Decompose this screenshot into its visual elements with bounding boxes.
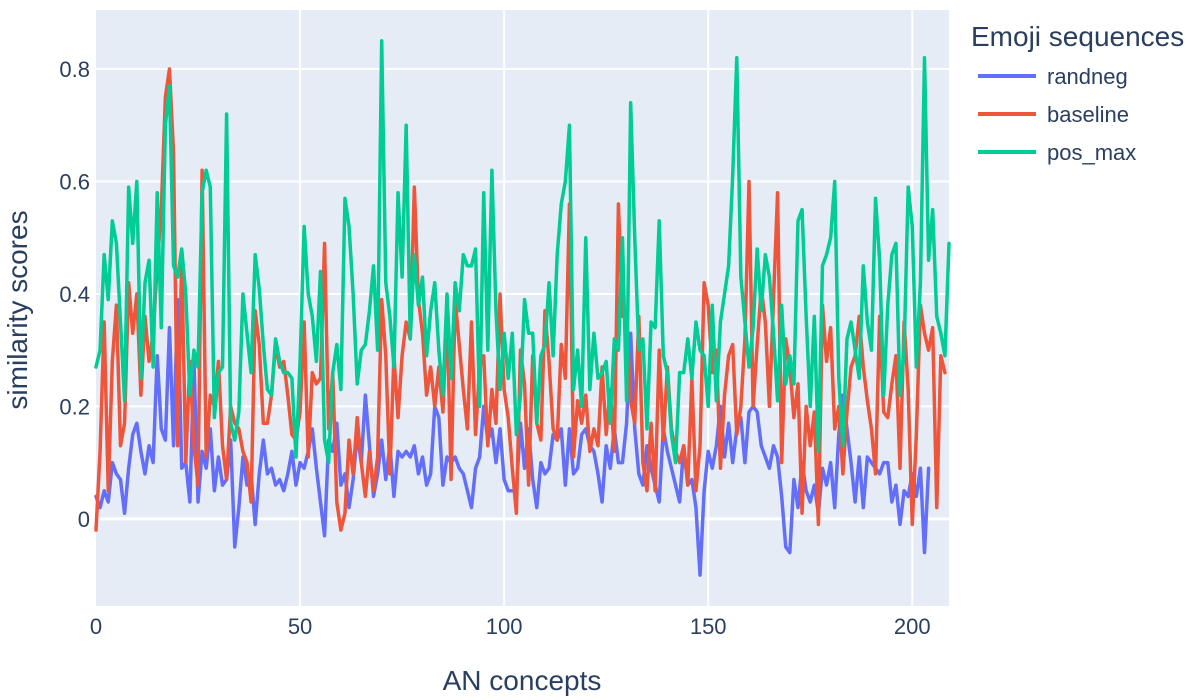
y-tick-label: 0.4 [59, 282, 90, 307]
legend-label: randneg [1047, 64, 1128, 89]
x-tick-label: 200 [894, 614, 931, 639]
legend-item-baseline[interactable]: baseline [978, 102, 1129, 127]
series-line-randneg [94, 297, 931, 577]
series-line-pos-max [94, 39, 951, 465]
y-tick-label: 0.6 [59, 169, 90, 194]
legend-item-pos-max[interactable]: pos_max [978, 140, 1136, 165]
legend-title: Emoji sequences [971, 21, 1184, 52]
series-layer [94, 39, 951, 577]
x-tick-label: 150 [690, 614, 727, 639]
x-axis-title: AN concepts [443, 665, 602, 696]
x-tick-label: 0 [90, 614, 102, 639]
x-axis-ticks: 0 50 100 150 200 [90, 614, 931, 639]
legend-item-randneg[interactable]: randneg [978, 64, 1128, 89]
x-tick-label: 100 [486, 614, 523, 639]
y-axis-ticks: 0 0.2 0.4 0.6 0.8 [59, 57, 90, 532]
legend-label: baseline [1047, 102, 1129, 127]
y-tick-label: 0.8 [59, 57, 90, 82]
x-tick-label: 50 [288, 614, 312, 639]
legend-label: pos_max [1047, 140, 1136, 165]
y-tick-label: 0 [78, 507, 90, 532]
y-axis-title: similarity scores [2, 210, 33, 409]
legend-items: randneg baseline pos_max [978, 64, 1136, 165]
legend: Emoji sequences randneg baseline pos_max [971, 21, 1184, 165]
y-tick-label: 0.2 [59, 394, 90, 419]
